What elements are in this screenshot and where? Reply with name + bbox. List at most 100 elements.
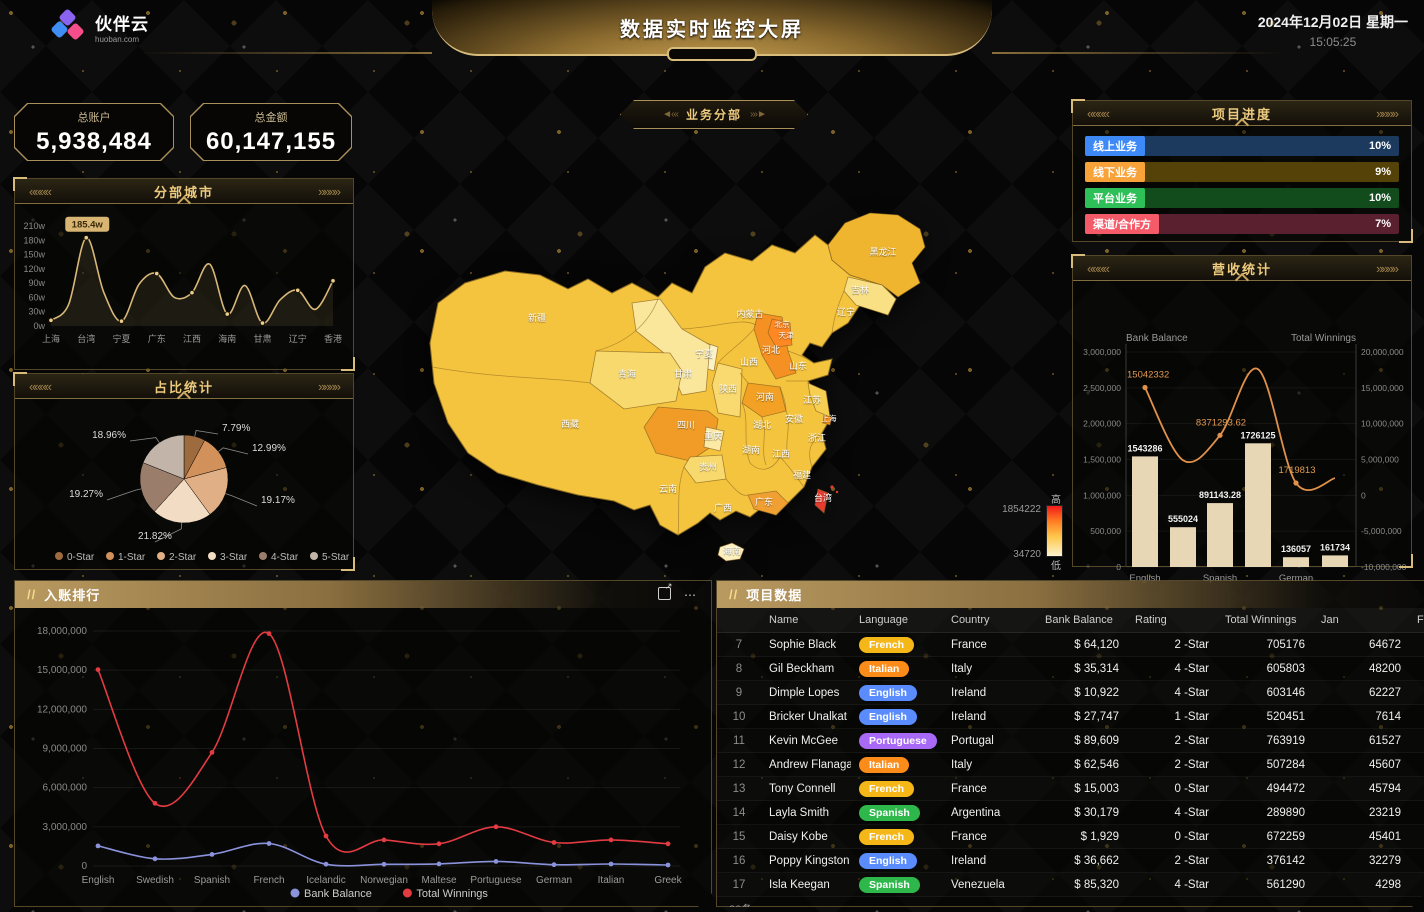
svg-text:宁夏: 宁夏 (112, 333, 130, 344)
prev-arrows-icon[interactable]: «««« (29, 183, 52, 199)
next-arrows-icon[interactable]: »»»» (318, 378, 341, 394)
prev-arrows-icon[interactable]: «««« (1087, 260, 1110, 276)
column-header[interactable]: Bank Balance (1045, 614, 1113, 626)
svg-text:0w: 0w (33, 321, 45, 331)
svg-text:7.79%: 7.79% (222, 423, 250, 434)
svg-text:Spanish: Spanish (194, 875, 230, 886)
column-header[interactable]: Jan (1321, 614, 1339, 626)
table-row[interactable]: 12 Andrew Flanagan Italian Italy $ 62,546 2 -… (717, 753, 1424, 777)
province-label: 广西 (714, 502, 732, 513)
next-arrows-icon[interactable]: »»»» (1376, 105, 1399, 121)
revenue-svg: Bank Balance Total Winnings 3,000,000 2,500… (1083, 333, 1406, 584)
ranking-svg: 18,000,000 15,000,000 12,000,000 9,000,000 6… (15, 608, 711, 906)
svg-text:555024: 555024 (1168, 514, 1198, 524)
huoban-logo-icon (50, 8, 86, 44)
svg-text:0: 0 (1361, 490, 1366, 500)
cell-name: Poppy Kingston (769, 854, 850, 867)
next-arrows-icon[interactable]: »»»» (318, 183, 341, 199)
progress-label: 线下业务 (1085, 162, 1145, 182)
svg-text:Icelandic: Icelandic (306, 875, 345, 886)
badge-left-arrows-icon[interactable]: ◄‹‹‹ (662, 109, 678, 120)
cell-language: Italian (851, 757, 943, 773)
column-header[interactable]: Language (859, 614, 908, 626)
row-index: 11 (733, 734, 745, 747)
panel-progress: «««« 项目进度 »»»» 线上业务 10% 线下业务 9% 平台业务 10% 渠道/合作… (1071, 99, 1413, 243)
cell-name: Sophie Black (769, 638, 837, 651)
revenue-chart: Bank Balance Total Winnings 3,000,000 2,500… (1073, 281, 1411, 592)
stat-value: 5,938,484 (36, 127, 152, 155)
svg-text:Spanish: Spanish (1203, 573, 1237, 584)
panel-progress-titlebar: «««« 项目进度 »»»» (1073, 101, 1411, 126)
cell-rating: 2 -Star (1174, 734, 1209, 747)
revenue-bar (1283, 557, 1309, 567)
table-row[interactable]: 10 Bricker Unalkat English Ireland $ 27,747 1… (717, 705, 1424, 729)
svg-text:English: English (82, 875, 115, 886)
cell-total-winnings: 561290 (1266, 878, 1305, 891)
column-header[interactable]: Rating (1135, 614, 1167, 626)
province-shape (827, 212, 926, 298)
column-header[interactable]: Total Winnings (1225, 614, 1297, 626)
next-arrows-icon[interactable]: »»»» (1376, 260, 1399, 276)
svg-text:3,000,000: 3,000,000 (1083, 347, 1121, 357)
more-icon[interactable]: ⋯ (684, 587, 696, 602)
table-row[interactable]: 16 Poppy Kingston English Ireland $ 36,662 2 … (717, 849, 1424, 873)
province-label: 江西 (772, 449, 790, 459)
province-label: 天津 (779, 331, 794, 340)
table-row[interactable]: 9 Dimple Lopes English Ireland $ 10,922 4 -St… (717, 681, 1424, 705)
progress-row: 平台业务 10% (1085, 188, 1399, 208)
svg-text:120w: 120w (23, 264, 45, 274)
table-row[interactable]: 15 Daisy Kobe French France $ 1,929 0 -Star 67… (717, 825, 1424, 849)
column-header[interactable]: Name (769, 614, 799, 626)
cell-jan: 64672 (1369, 638, 1401, 651)
cell-bank-balance: $ 62,546 (1074, 758, 1119, 771)
table-row[interactable]: 13 Tony Connell French France $ 15,003 0 -Sta… (717, 777, 1424, 801)
legend-min-value: 34720 (1013, 549, 1041, 560)
cell-country: Ireland (951, 686, 987, 699)
row-index: 17 (732, 878, 746, 891)
province-shape (631, 298, 711, 396)
province-label: 重庆 (704, 430, 722, 441)
cell-language: French (851, 829, 943, 845)
cell-rating: 1 -Star (1174, 710, 1209, 723)
prev-arrows-icon[interactable]: «««« (29, 378, 52, 394)
table-row[interactable]: 7 Sophie Black French France $ 64,120 2 -Star… (717, 633, 1424, 657)
svg-text:20,000,000: 20,000,000 (1361, 347, 1404, 357)
svg-text:150w: 150w (23, 250, 45, 260)
branch-city-svg: 210w 180w 150w 120w 90w 60w 30w 0w 上海 台湾 宁夏 广东 江西 海南 甘… (23, 216, 342, 344)
china-map[interactable]: 新疆 西藏 青海 甘肃 宁夏 内蒙古 黑龙江 吉林 辽宁 北京 天津 河北 山西 山东 陕西 河南 江苏 上海 安徽… (420, 205, 950, 575)
svg-text:185.4w: 185.4w (72, 220, 104, 231)
header-wing-left (140, 52, 432, 54)
prev-arrows-icon[interactable]: «««« (1087, 105, 1110, 121)
badge-right-arrows-icon[interactable]: ›››► (750, 109, 766, 120)
cell-bank-balance: $ 89,609 (1074, 734, 1119, 747)
record-count: 20条 (729, 904, 753, 912)
map-badge: ◄‹‹‹ 业务分部 ›››► (620, 100, 808, 129)
province-label: 北京 (775, 319, 790, 329)
open-external-icon[interactable] (655, 587, 673, 603)
cell-bank-balance: $ 1,929 (1080, 830, 1119, 843)
svg-text:1,500,000: 1,500,000 (1083, 455, 1121, 465)
time-text: 15:05:25 (1309, 35, 1357, 49)
row-index: 7 (735, 638, 743, 651)
svg-text:海南: 海南 (218, 333, 236, 344)
cell-total-winnings: 605803 (1266, 662, 1305, 675)
svg-text:Norwegian: Norwegian (360, 875, 408, 886)
svg-text:6,000,000: 6,000,000 (43, 783, 88, 794)
progress-value: 10% (1368, 140, 1391, 152)
cell-name: Kevin McGee (769, 734, 839, 747)
province-label: 海南 (723, 545, 741, 556)
datetime: 2024年12月02日 星期一 15:05:25 (1258, 12, 1408, 49)
svg-text:Italian: Italian (598, 875, 625, 886)
table-row[interactable]: 8 Gil Beckham Italian Italy $ 35,314 4 -Star 6… (717, 657, 1424, 681)
cell-bank-balance: $ 85,320 (1074, 878, 1119, 891)
province-label: 青海 (618, 368, 636, 379)
table-row[interactable]: 14 Layla Smith Spanish Argentina $ 30,179 4 -… (717, 801, 1424, 825)
column-header[interactable]: Feb (1417, 614, 1424, 626)
cell-rating: 2 -Star (1174, 854, 1209, 867)
column-header[interactable]: Country (951, 614, 990, 626)
table-row[interactable]: 17 Isla Keegan Spanish Venezuela $ 85,320 4 -… (717, 873, 1424, 897)
row-index: 14 (732, 806, 746, 819)
cell-jan: 48200 (1369, 662, 1401, 675)
cell-jan: 23219 (1369, 806, 1401, 819)
table-row[interactable]: 11 Kevin McGee Portuguese Portugal $ 89,609 2… (717, 729, 1424, 753)
